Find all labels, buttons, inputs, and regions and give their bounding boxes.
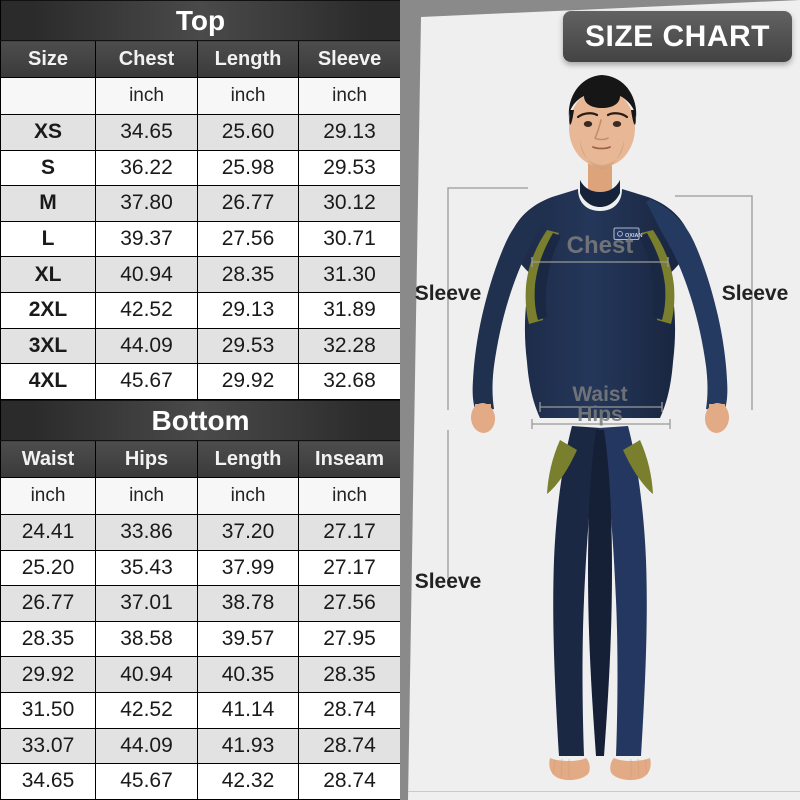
svg-text:Sleeve: Sleeve (415, 570, 482, 593)
svg-text:Sleeve: Sleeve (722, 282, 789, 305)
svg-text:Sleeve: Sleeve (415, 282, 482, 305)
svg-text:Chest: Chest (567, 232, 634, 259)
svg-text:Hips: Hips (577, 403, 623, 426)
